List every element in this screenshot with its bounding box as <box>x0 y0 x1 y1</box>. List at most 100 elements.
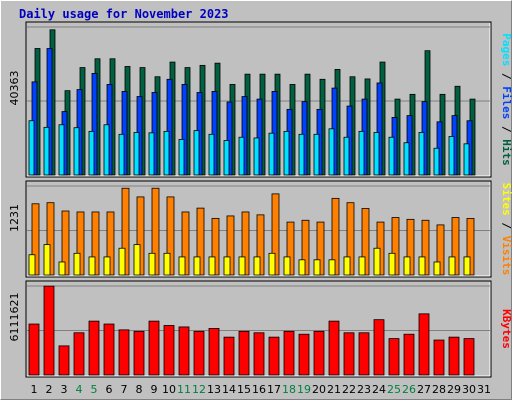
legend-visits: Visits <box>500 236 512 276</box>
day-label: 22 <box>342 383 356 396</box>
bar-visits-day-1 <box>31 203 40 276</box>
right-legend: Sites / Visits <box>500 183 512 276</box>
bar-pages-day-10 <box>163 130 170 176</box>
bar-visits-day-29 <box>451 217 460 276</box>
legend-separator: / <box>500 66 512 86</box>
bar-kbytes-day-21 <box>328 320 340 376</box>
day-label: 23 <box>357 383 371 396</box>
bar-kbytes-day-18 <box>283 330 295 376</box>
bar-kbytes-day-19 <box>298 333 310 376</box>
bar-sites-day-5 <box>88 256 96 276</box>
bar-files-day-5 <box>91 73 98 176</box>
bar-visits-day-21 <box>331 197 340 276</box>
day-label: 24 <box>372 383 386 396</box>
bar-kbytes-day-15 <box>238 330 250 376</box>
day-label: 12 <box>192 383 206 396</box>
day-label: 28 <box>432 383 446 396</box>
day-label: 5 <box>91 383 98 396</box>
day-label: 25 <box>387 383 401 396</box>
bar-files-day-14 <box>226 101 233 176</box>
day-label: 10 <box>162 383 176 396</box>
bar-pages-day-17 <box>268 132 275 176</box>
bar-visits-day-18 <box>286 221 295 276</box>
bar-kbytes-day-23 <box>358 332 370 376</box>
legend-kbytes: KBytes <box>500 309 512 349</box>
bar-pages-day-20 <box>313 133 320 176</box>
bar-kbytes-day-26 <box>403 333 415 376</box>
bar-kbytes-day-24 <box>373 319 385 376</box>
bar-pages-day-16 <box>253 137 260 176</box>
day-label: 4 <box>76 383 83 396</box>
bar-pages-day-12 <box>193 130 200 176</box>
legend-hits: Hits <box>500 139 512 166</box>
right-legend: KBytes <box>500 309 512 349</box>
bar-sites-day-25 <box>388 252 396 276</box>
bar-kbytes-day-14 <box>223 336 235 376</box>
chart-title: Daily usage for November 2023 <box>19 7 229 21</box>
bar-pages-day-5 <box>88 130 95 176</box>
day-label: 29 <box>447 383 461 396</box>
bar-kbytes-day-1 <box>28 323 40 376</box>
bar-pages-day-30 <box>463 143 470 176</box>
bar-visits-day-17 <box>271 193 280 276</box>
bar-kbytes-day-20 <box>313 330 325 376</box>
bar-visits-day-3 <box>61 210 70 276</box>
bar-visits-day-30 <box>466 217 475 276</box>
legend-sites: Sites <box>500 183 512 216</box>
bar-sites-day-10 <box>163 252 171 276</box>
bar-pages-day-14 <box>223 140 230 176</box>
bar-files-day-2 <box>46 48 53 176</box>
bar-pages-day-23 <box>358 130 365 176</box>
bar-pages-day-11 <box>178 139 185 176</box>
bar-pages-day-29 <box>448 136 455 176</box>
bar-visits-day-22 <box>346 202 355 276</box>
bar-sites-day-9 <box>148 252 156 276</box>
right-legend: Pages / Files / Hits <box>500 33 512 166</box>
bar-pages-day-3 <box>58 124 65 176</box>
bar-sites-day-29 <box>448 256 456 276</box>
bar-pages-day-28 <box>433 147 440 176</box>
bar-files-day-24 <box>376 82 383 176</box>
bar-sites-day-1 <box>28 254 36 276</box>
bar-visits-day-27 <box>421 219 430 276</box>
panel-visits-sites: 1231 Sites / Visits <box>8 180 512 278</box>
day-label: 27 <box>417 383 431 396</box>
bar-visits-day-19 <box>301 219 310 276</box>
day-label: 3 <box>61 383 68 396</box>
bar-kbytes-day-29 <box>448 336 460 376</box>
bar-sites-day-20 <box>313 259 321 276</box>
bar-files-day-15 <box>241 96 248 176</box>
bar-pages-day-2 <box>43 126 50 176</box>
legend-pages: Pages <box>500 33 512 66</box>
bar-sites-day-16 <box>253 256 261 276</box>
bar-kbytes-day-12 <box>193 330 205 376</box>
bar-sites-day-8 <box>133 244 141 276</box>
legend-separator: / <box>500 216 512 236</box>
bar-sites-day-30 <box>463 256 471 276</box>
day-label: 15 <box>237 383 251 396</box>
ymax-label: 40363 <box>8 71 21 106</box>
bar-visits-day-12 <box>196 207 205 276</box>
bar-pages-day-24 <box>373 132 380 176</box>
bar-pages-day-27 <box>418 132 425 176</box>
bar-kbytes-day-7 <box>118 329 130 376</box>
bar-sites-day-19 <box>298 259 306 276</box>
day-label: 1 <box>31 383 38 396</box>
bar-pages-day-26 <box>403 142 410 176</box>
bar-pages-day-6 <box>103 124 110 176</box>
day-label: 13 <box>207 383 221 396</box>
bar-kbytes-day-25 <box>388 338 400 376</box>
bar-sites-day-15 <box>238 256 246 276</box>
legend-files: Files <box>500 86 512 119</box>
day-label: 2 <box>46 383 53 396</box>
bar-sites-day-3 <box>58 261 66 276</box>
bar-visits-day-7 <box>121 187 130 276</box>
bar-pages-day-19 <box>298 133 305 176</box>
bar-kbytes-day-16 <box>253 332 265 376</box>
bar-pages-day-8 <box>133 132 140 176</box>
day-label: 16 <box>252 383 266 396</box>
bar-visits-day-2 <box>46 202 55 276</box>
bar-sites-day-21 <box>328 259 336 276</box>
day-label: 18 <box>282 383 296 396</box>
